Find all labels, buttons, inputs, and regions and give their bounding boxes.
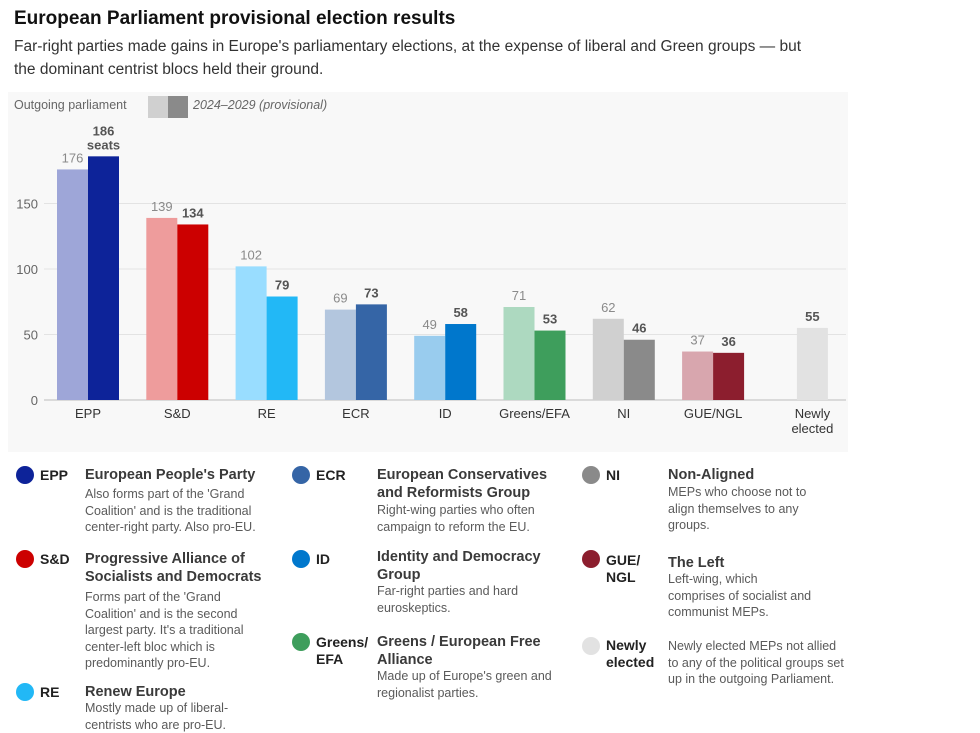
value-label-unit: seats: [87, 137, 120, 152]
legend-desc-id: Far-right parties and hard euroskeptics.: [377, 584, 519, 615]
value-label-outgoing-re: 102: [240, 247, 262, 262]
bar-outgoing-ecr: [324, 309, 356, 400]
x-tick-label-greens-efa: Greens/EFA: [499, 406, 570, 421]
value-label-outgoing-epp: 176: [62, 150, 84, 165]
value-label-outgoing-ni: 62: [601, 300, 615, 315]
x-tick-label-id: ID: [439, 406, 452, 421]
value-label-new-id: 58: [453, 305, 467, 320]
x-tick-label-s-d: S&D: [164, 406, 191, 421]
legend-name-id: Identity and Democracy Group: [377, 549, 541, 583]
key-new-label: 2024–2029 (provisional): [193, 98, 328, 112]
legend-dot-id: [292, 550, 310, 568]
bar-outgoing-gue-ngl: [682, 351, 714, 400]
bar-new-epp: [88, 156, 119, 400]
value-label-new-ni: 46: [632, 321, 646, 336]
legend-dot-gue-ngl: [582, 550, 600, 568]
value-label-outgoing-greens-efa: 71: [512, 288, 526, 303]
value-label-new-newly-elected: 55: [805, 309, 819, 324]
x-tick-label-ecr: ECR: [342, 406, 369, 421]
key-outgoing-swatch: [148, 96, 168, 118]
legend-dot-re: [16, 683, 34, 701]
legend-dot-greens: [292, 633, 310, 651]
value-label-outgoing-ecr: 69: [333, 291, 347, 306]
legend-desc-re: Mostly made up of liberal-centrists who …: [85, 701, 229, 732]
legend-name-sd: Progressive Alliance of Socialists and D…: [85, 551, 262, 585]
bar-new-newly-elected: [796, 327, 828, 400]
chart-title: European Parliament provisional election…: [14, 8, 456, 29]
value-label-outgoing-id: 49: [422, 317, 436, 332]
x-tick-label-newly-elected-1: elected: [791, 421, 833, 436]
legend-code-newly-elected: Newly elected: [606, 637, 655, 670]
legend-code-epp: EPP: [40, 467, 69, 483]
bar-outgoing-id: [414, 335, 446, 400]
bar-outgoing-greens-efa: [503, 306, 535, 400]
legend-name-ni: Non-Aligned: [668, 467, 755, 483]
legend-name-epp: European People's Party: [85, 467, 256, 483]
chart-subtitle: Far-right parties made gains in Europe's…: [14, 38, 801, 78]
value-label-outgoing-s-d: 139: [151, 199, 173, 214]
legend-dot-ni: [582, 466, 600, 484]
legend-name-re: Renew Europe: [85, 684, 186, 700]
legend-code-ecr: ECR: [316, 467, 346, 483]
bar-outgoing-epp: [57, 169, 88, 400]
x-tick-label-gue-ngl: GUE/NGL: [684, 406, 743, 421]
bar-outgoing-re: [235, 266, 267, 400]
y-tick-label-100: 100: [16, 262, 38, 277]
bar-new-ecr: [355, 304, 387, 400]
legend-desc-newly-elected: Newly elected MEPs not allied to any of …: [668, 639, 844, 686]
value-label-new-greens-efa: 53: [543, 312, 557, 327]
legend-code-id: ID: [316, 551, 330, 567]
x-tick-label-epp: EPP: [75, 406, 101, 421]
x-tick-label-re: RE: [258, 406, 276, 421]
bar-new-ni: [623, 339, 655, 400]
bar-new-id: [445, 324, 477, 400]
bar-new-greens-efa: [534, 330, 566, 400]
bar-new-re: [266, 296, 298, 400]
value-label-new-gue-ngl: 36: [721, 334, 735, 349]
value-label-new-epp: 186: [93, 123, 115, 138]
y-tick-label-50: 50: [24, 328, 38, 343]
legend-dot-ecr: [292, 466, 310, 484]
legend-desc-ecr: Right-wing parties who often campaign to…: [377, 503, 535, 534]
bar-outgoing-s-d: [146, 217, 178, 400]
key-new-swatch: [168, 96, 188, 118]
legend-desc-sd: Forms part of the 'Grand Coalition' and …: [85, 590, 244, 670]
x-tick-label-ni: NI: [617, 406, 630, 421]
key-outgoing-label: Outgoing parliament: [14, 98, 127, 112]
legend-name-gue-ngl: The Left: [668, 555, 725, 571]
legend-dot-newly-elected: [582, 637, 600, 655]
legend-desc-greens: Made up of Europe's green and regionalis…: [377, 669, 552, 700]
y-tick-label-0: 0: [31, 393, 38, 408]
y-tick-label-150: 150: [16, 197, 38, 212]
legend-code-re: RE: [40, 684, 60, 700]
legend-name-greens: Greens / European Free Alliance: [377, 634, 541, 668]
legend-name-ecr: European Conservatives and Reformists Gr…: [377, 467, 548, 501]
legend-code-sd: S&D: [40, 551, 70, 567]
bar-new-gue-ngl: [713, 352, 745, 400]
value-label-new-ecr: 73: [364, 285, 378, 300]
legend-code-greens: Greens/ EFA: [316, 634, 369, 667]
value-label-outgoing-gue-ngl: 37: [690, 333, 704, 348]
legend-desc-ni: MEPs who choose not to align themselves …: [668, 485, 807, 532]
legend-dot-epp: [16, 466, 34, 484]
legend-desc-gue-ngl: Left-wing, which comprises of socialist …: [668, 572, 812, 619]
legend-code-gue-ngl: GUE/ NGL: [606, 552, 641, 585]
value-label-new-re: 79: [275, 278, 289, 293]
legend-desc-epp: Also forms part of the 'Grand Coalition'…: [85, 487, 256, 534]
bar-outgoing-ni: [592, 318, 624, 400]
value-label-new-s-d: 134: [182, 205, 204, 220]
bar-new-s-d: [177, 224, 209, 400]
legend-dot-sd: [16, 550, 34, 568]
x-tick-label-newly-elected-0: Newly: [795, 406, 831, 421]
legend-code-ni: NI: [606, 467, 620, 483]
